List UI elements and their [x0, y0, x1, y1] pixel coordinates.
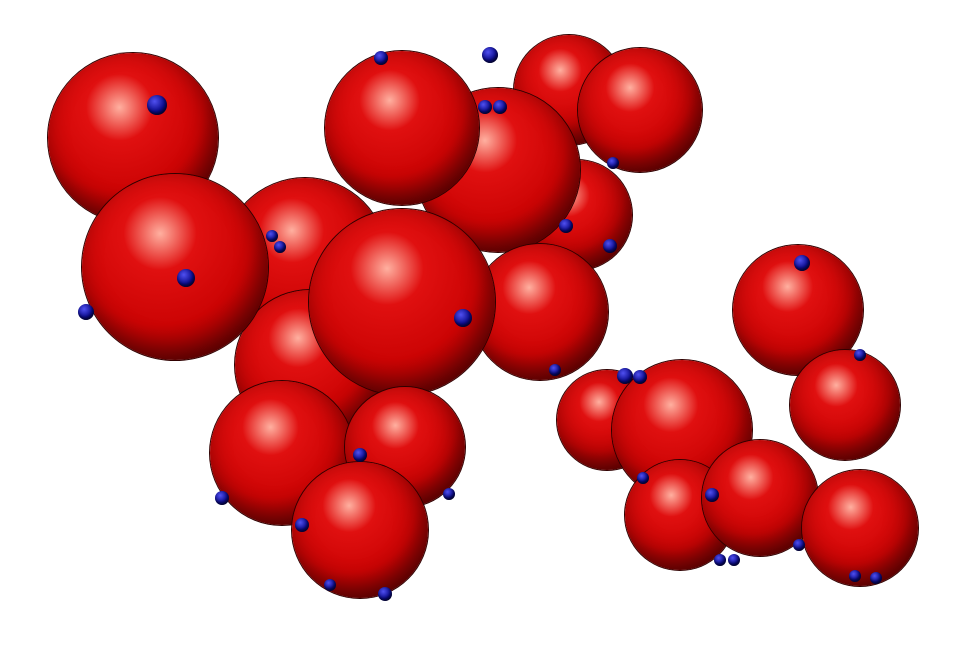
small-atom [443, 488, 455, 500]
small-atom [493, 100, 507, 114]
small-atom [274, 241, 286, 253]
large-atom [802, 470, 918, 586]
small-atom [714, 554, 726, 566]
large-atom [82, 174, 268, 360]
small-atom [870, 572, 882, 584]
large-atom [309, 209, 495, 395]
small-atom [854, 349, 866, 361]
small-atom [324, 579, 336, 591]
small-atom [549, 364, 561, 376]
small-atom [849, 570, 861, 582]
large-atom [325, 51, 479, 205]
small-atom [728, 554, 740, 566]
small-atom [482, 47, 498, 63]
small-atom [374, 51, 388, 65]
small-atom [559, 219, 573, 233]
small-atom [266, 230, 278, 242]
small-atom [607, 157, 619, 169]
small-atom [794, 255, 810, 271]
large-atom [292, 462, 428, 598]
small-atom [633, 370, 647, 384]
small-atom [147, 95, 167, 115]
small-atom [295, 518, 309, 532]
small-atom [177, 269, 195, 287]
small-atom [215, 491, 229, 505]
small-atom [603, 239, 617, 253]
small-atom [705, 488, 719, 502]
large-atom [790, 350, 900, 460]
small-atom [454, 309, 472, 327]
small-atom [637, 472, 649, 484]
small-atom [478, 100, 492, 114]
small-atom [353, 448, 367, 462]
small-atom [617, 368, 633, 384]
small-atom [78, 304, 94, 320]
small-atom [793, 539, 805, 551]
small-atom [378, 587, 392, 601]
molecular-diagram [0, 0, 960, 655]
large-atom [578, 48, 702, 172]
